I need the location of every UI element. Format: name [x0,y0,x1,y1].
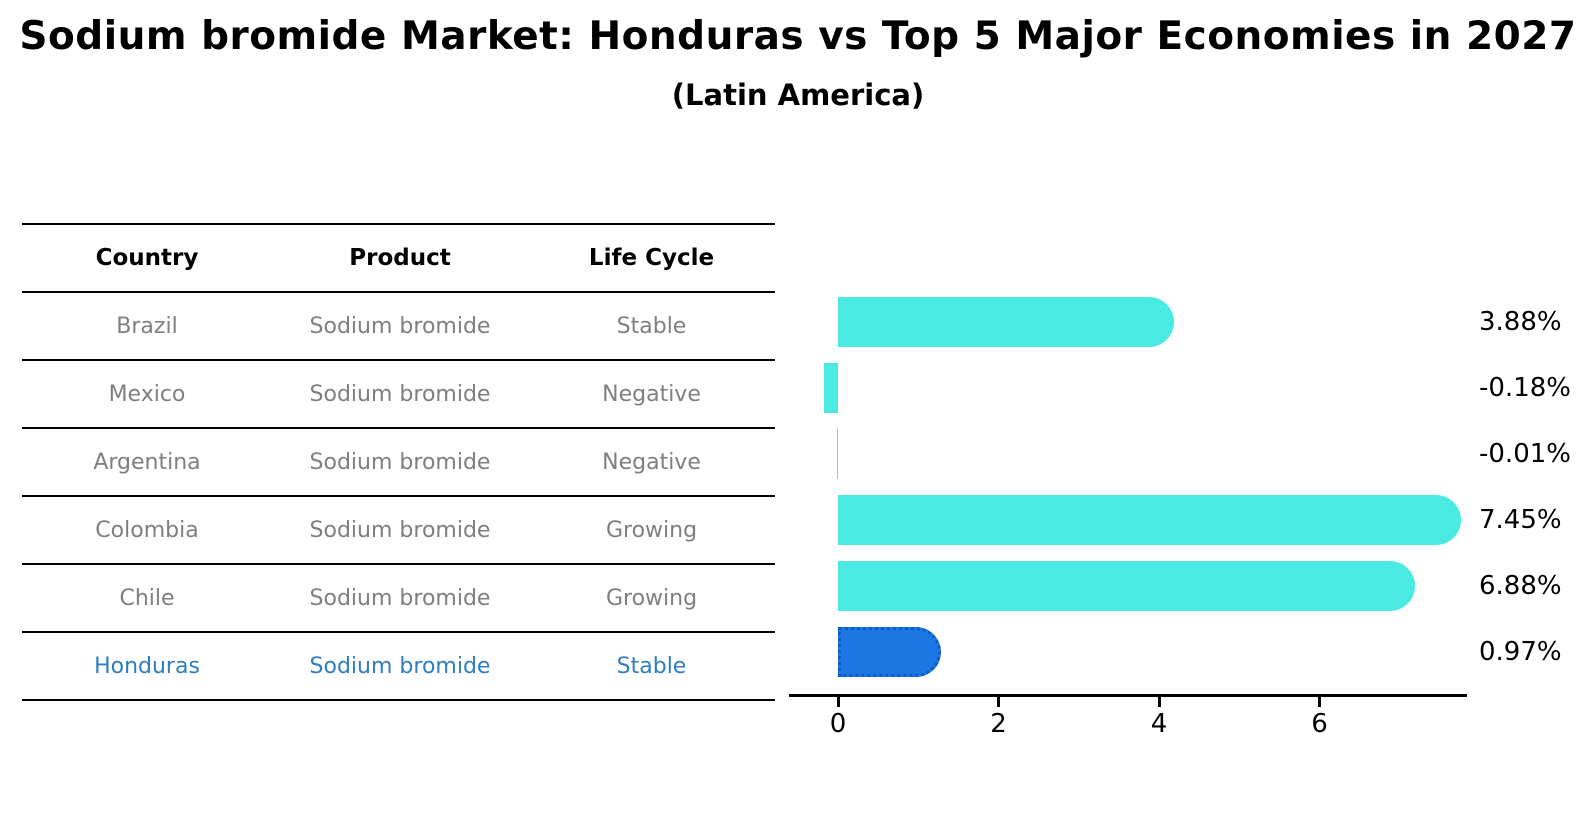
bar-brazil [838,297,1175,347]
table-row-brazil: Brazil Sodium bromide Stable [22,291,775,359]
cell-lifecycle: Stable [616,653,687,679]
table-row-honduras: Honduras Sodium bromide Stable [22,631,775,701]
cell-lifecycle: Growing [605,517,698,543]
cell-product: Sodium bromide [309,449,491,475]
x-axis-tick-label: 6 [1311,709,1328,739]
x-axis-tick [1318,697,1321,707]
cell-lifecycle: Negative [602,381,701,407]
x-axis-tick [1157,697,1161,707]
cell-country: Brazil [116,313,178,339]
cell-country: Mexico [108,381,186,407]
x-axis-tick-label: 4 [1150,709,1168,739]
cell-product: Sodium bromide [309,313,491,339]
value-label-brazil: 3.88% [1479,307,1562,337]
cell-product: Sodium bromide [309,381,491,407]
value-label-argentina: -0.01% [1479,439,1571,469]
cell-lifecycle: Negative [602,449,701,475]
x-axis-tick [997,697,1000,707]
table-row-chile: Chile Sodium bromide Growing [22,563,775,631]
cell-country: Colombia [95,517,199,543]
cell-country: Chile [119,585,175,611]
cell-country: Honduras [94,653,200,679]
cell-product: Sodium bromide [309,653,491,679]
x-axis-tick [836,697,840,707]
value-label-colombia: 7.45% [1479,505,1562,535]
value-label-chile: 6.88% [1479,571,1562,601]
bar-argentina [836,429,838,479]
cell-lifecycle: Stable [616,313,687,339]
table-header-row: Country Product Life Cycle [22,223,775,291]
table-row-colombia: Colombia Sodium bromide Growing [22,495,775,563]
bar-honduras [838,627,941,677]
cell-product: Sodium bromide [309,585,491,611]
value-label-mexico: -0.18% [1479,373,1571,403]
table-row-mexico: Mexico Sodium bromide Negative [22,359,775,427]
x-axis-line [789,694,1467,697]
cell-country: Argentina [93,449,201,475]
column-header-country: Country [95,245,199,271]
value-label-honduras: 0.97% [1479,637,1562,667]
column-header-product: Product [349,245,451,271]
x-axis-tick-label: 0 [829,709,847,739]
cell-product: Sodium bromide [309,517,491,543]
chart-title: Sodium bromide Market: Honduras vs Top 5… [19,14,1577,59]
x-axis-tick-label: 2 [990,709,1007,739]
column-header-lifecycle: Life Cycle [588,245,715,271]
cell-lifecycle: Growing [605,585,698,611]
country-table: Country Product Life Cycle Brazil Sodium… [22,223,775,701]
bar-colombia [838,495,1461,545]
table-row-argentina: Argentina Sodium bromide Negative [22,427,775,495]
bar-chile [838,561,1416,611]
chart-subtitle: (Latin America) [671,78,925,112]
bar-mexico [823,363,838,413]
